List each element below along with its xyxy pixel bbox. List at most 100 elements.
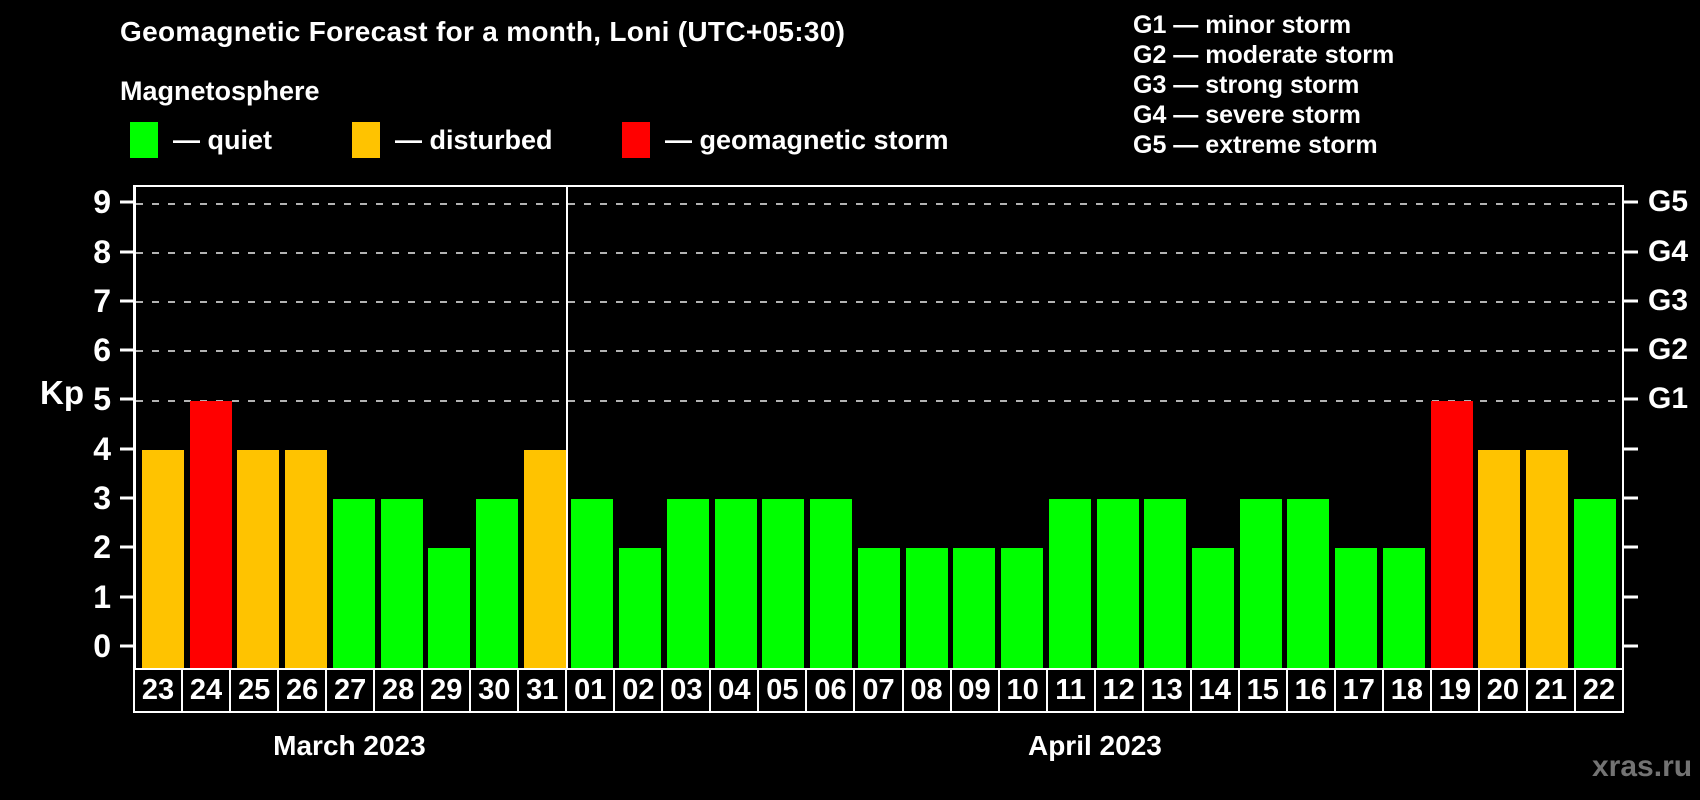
- kp-tick-label-4: 4: [93, 430, 111, 467]
- kp-tick-6: [120, 348, 133, 352]
- status-legend: — quiet — disturbed — geomagnetic storm: [0, 118, 1120, 166]
- bar-slot-01: [569, 187, 617, 668]
- bar-day-30: [476, 498, 518, 668]
- xras-watermark: xras.ru: [1592, 750, 1693, 783]
- date-label-16: 16: [1287, 668, 1336, 713]
- date-label-01: 01: [567, 668, 616, 713]
- kp-tick-label-8: 8: [93, 233, 111, 270]
- disturbed-color-swatch: [352, 122, 380, 158]
- bar-slot-25: [234, 187, 282, 668]
- bar-day-25: [237, 449, 280, 668]
- g-axis-label-g1: G1: [1648, 382, 1689, 416]
- legend-item-disturbed: — disturbed: [352, 118, 553, 162]
- legend-label-storm: — geomagnetic storm: [665, 124, 949, 155]
- bar-day-18: [1382, 547, 1425, 668]
- bar-day-28: [380, 498, 423, 668]
- bar-slot-03: [664, 187, 712, 668]
- date-label-08: 08: [903, 668, 952, 713]
- g-tick-6: [1624, 348, 1638, 352]
- kp-tick-8: [120, 250, 133, 254]
- bar-slot-17: [1332, 187, 1380, 668]
- g-tick-3: [1624, 496, 1638, 500]
- month-labels: March 2023 April 2023: [133, 730, 1624, 762]
- g-scale-line-g3: G3 — strong storm: [1133, 71, 1360, 99]
- kp-tick-5: [120, 397, 133, 401]
- bar-slot-05: [760, 187, 808, 668]
- bar-slot-31: [521, 187, 569, 668]
- kp-axis-label: Kp: [40, 374, 84, 411]
- bar-slot-08: [903, 187, 951, 668]
- date-label-27: 27: [327, 668, 376, 713]
- gridline-kp-9: [136, 203, 1622, 206]
- date-label-25: 25: [231, 668, 280, 713]
- bar-day-02: [619, 547, 662, 668]
- date-label-28: 28: [375, 668, 424, 713]
- gridline-kp-5: [136, 399, 1622, 402]
- date-label-15: 15: [1239, 668, 1288, 713]
- bar-day-24: [189, 400, 232, 668]
- bar-slot-24: [187, 187, 235, 668]
- bar-slot-29: [425, 187, 473, 668]
- bar-slot-14: [1189, 187, 1237, 668]
- date-label-13: 13: [1143, 668, 1192, 713]
- kp-tick-3: [120, 496, 133, 500]
- gridline-kp-6: [136, 350, 1622, 353]
- kp-tick-9: [120, 200, 133, 204]
- bar-slot-11: [1046, 187, 1094, 668]
- kp-tick-0: [120, 644, 133, 648]
- bar-day-08: [905, 547, 948, 668]
- g-tick-5: [1624, 397, 1638, 401]
- legend-label-quiet: — quiet: [173, 124, 272, 155]
- quiet-color-swatch: [130, 122, 158, 158]
- bar-day-11: [1048, 498, 1091, 668]
- bar-slot-07: [855, 187, 903, 668]
- storm-color-swatch: [622, 122, 650, 158]
- bar-day-05: [762, 498, 805, 668]
- bar-day-13: [1144, 498, 1187, 668]
- g-scale-line-g2: G2 — moderate storm: [1133, 41, 1395, 69]
- date-label-06: 06: [807, 668, 856, 713]
- bar-day-31: [523, 449, 566, 668]
- bars-container: [136, 187, 1622, 668]
- plot-area: [133, 185, 1624, 668]
- bar-slot-12: [1094, 187, 1142, 668]
- g-tick-1: [1624, 595, 1638, 599]
- bar-day-06: [810, 498, 853, 668]
- kp-tick-label-2: 2: [93, 529, 111, 566]
- month-separator: [566, 187, 569, 668]
- legend-item-storm: — geomagnetic storm: [622, 118, 949, 162]
- g-axis: G1 G2 G3 G4 G5: [1624, 185, 1700, 668]
- kp-tick-7: [120, 299, 133, 303]
- bar-day-14: [1192, 547, 1235, 668]
- bar-slot-16: [1285, 187, 1333, 668]
- date-label-07: 07: [855, 668, 904, 713]
- kp-tick-label-0: 0: [93, 627, 111, 664]
- g-tick-4: [1624, 447, 1638, 451]
- bar-day-29: [428, 547, 471, 668]
- bar-slot-20: [1476, 187, 1524, 668]
- date-label-22: 22: [1575, 668, 1624, 713]
- g-axis-label-g5: G5: [1648, 185, 1689, 219]
- bar-day-15: [1239, 498, 1282, 668]
- bar-slot-21: [1523, 187, 1571, 668]
- bar-day-17: [1335, 547, 1378, 668]
- g-tick-9: [1624, 200, 1638, 204]
- bar-slot-02: [616, 187, 664, 668]
- bar-slot-30: [473, 187, 521, 668]
- g-scale-line-g4: G4 — severe storm: [1133, 101, 1361, 129]
- date-label-09: 09: [951, 668, 1000, 713]
- date-label-18: 18: [1383, 668, 1432, 713]
- kp-tick-label-1: 1: [93, 578, 111, 615]
- g-tick-0: [1624, 644, 1638, 648]
- g-scale-line-g1: G1 — minor storm: [1133, 11, 1352, 39]
- legend-label-disturbed: — disturbed: [395, 124, 553, 155]
- g-tick-7: [1624, 299, 1638, 303]
- bar-slot-04: [712, 187, 760, 668]
- bar-slot-09: [950, 187, 998, 668]
- date-label-11: 11: [1047, 668, 1096, 713]
- date-label-19: 19: [1431, 668, 1480, 713]
- bar-day-04: [714, 498, 757, 668]
- g-scale-line-g5: G5 — extreme storm: [1133, 131, 1378, 159]
- bar-day-07: [857, 547, 900, 668]
